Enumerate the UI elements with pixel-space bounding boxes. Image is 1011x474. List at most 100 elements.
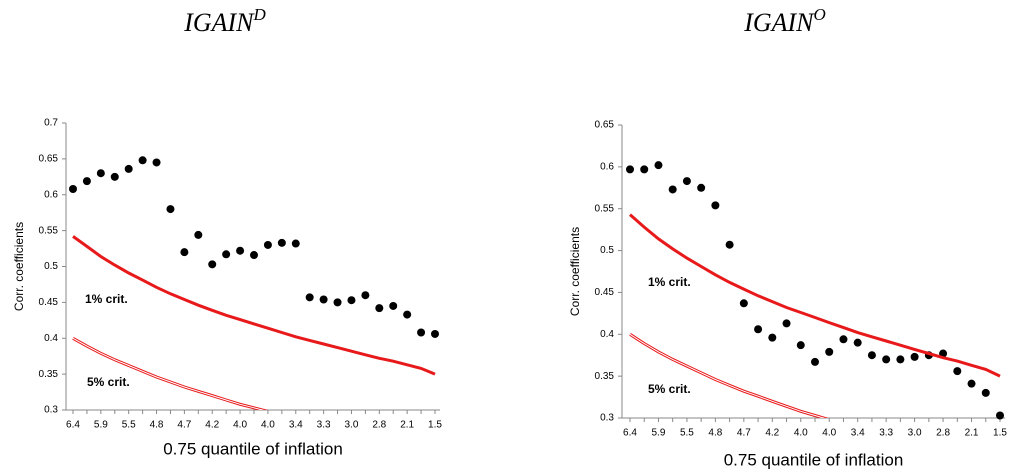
point [431, 329, 439, 338]
y-tick-label: 0.45 [39, 297, 59, 308]
y-axis-label: Corr. coefficients [568, 227, 582, 316]
x-tick-label: 5.9 [94, 420, 108, 431]
point [110, 172, 119, 181]
x-tick-label: 4.0 [233, 420, 247, 431]
point [208, 260, 217, 269]
point [82, 177, 91, 186]
y-tick-label: 0.45 [595, 287, 615, 298]
crit-line-group [72, 336, 269, 410]
y-tick-label: 0.35 [39, 369, 59, 380]
x-tick-label: 2.1 [400, 420, 414, 431]
x-tick-label: 4.8 [708, 428, 722, 439]
point [682, 177, 691, 186]
point [96, 169, 105, 178]
x-axis-label: 0.75 quantile of inflation [163, 439, 343, 458]
point [166, 205, 175, 214]
y-tick-label: 0.3 [44, 405, 58, 416]
x-tick-label: 3.4 [851, 428, 865, 439]
title-superscript: O [814, 5, 826, 24]
point [739, 299, 748, 308]
point [180, 248, 189, 257]
x-tick-label: 3.0 [345, 420, 359, 431]
point [811, 357, 819, 366]
point [319, 295, 328, 304]
point [250, 251, 258, 260]
crit-line-inner [72, 337, 265, 410]
x-tick-label: 4.0 [261, 420, 275, 431]
y-tick-label: 0.5 [600, 245, 614, 256]
point [138, 156, 147, 165]
y-tick-label: 0.3 [600, 413, 614, 424]
crit-label: 5% crit. [648, 382, 691, 396]
y-tick-label: 0.55 [39, 225, 59, 236]
y-tick-label: 0.5 [44, 261, 58, 272]
x-tick-label: 5.5 [122, 420, 136, 431]
point [417, 328, 426, 337]
point [389, 301, 398, 310]
crit-line-group [629, 213, 1001, 378]
point [654, 161, 663, 170]
y-tick-label: 0.55 [595, 203, 615, 214]
x-tick-label: 3.3 [879, 428, 893, 439]
x-tick-label: 4.2 [765, 428, 779, 439]
point [222, 250, 231, 259]
x-tick-label: 3.4 [289, 420, 303, 431]
point [668, 185, 677, 194]
x-tick-label: 4.0 [822, 428, 836, 439]
y-tick-label: 0.65 [39, 154, 59, 165]
chart-title: IGAINO [743, 5, 826, 37]
point [967, 379, 976, 388]
y-tick-label: 0.4 [44, 333, 58, 344]
y-tick-label: 0.7 [44, 118, 58, 129]
x-tick-label: 4.2 [205, 420, 219, 431]
crit-line-group [72, 235, 436, 376]
chart-title: IGAIND [183, 5, 266, 37]
y-tick-label: 0.6 [600, 161, 614, 172]
y-tick-label: 0.4 [600, 329, 614, 340]
point [782, 319, 791, 328]
point [754, 325, 763, 334]
x-tick-label: 3.0 [908, 428, 922, 439]
point [263, 240, 272, 249]
x-tick-label: 5.5 [680, 428, 694, 439]
x-tick-label: 5.9 [652, 428, 666, 439]
x-tick-label: 4.0 [794, 428, 808, 439]
point [768, 333, 777, 342]
point [882, 355, 891, 364]
x-tick-label: 4.7 [737, 428, 751, 439]
point [640, 165, 649, 174]
chart: IGAIND 0.3 0.35 0.4 0.45 0.5 0.55 0.6 0.65 0.7 6.4… [12, 5, 442, 459]
point [697, 183, 706, 192]
y-tick-label: 0.65 [595, 120, 615, 131]
point [939, 349, 948, 358]
point [333, 298, 342, 307]
crit-line [72, 235, 436, 376]
crit-line-group [629, 333, 829, 418]
point [867, 351, 876, 360]
point [305, 293, 314, 302]
point [910, 352, 919, 361]
x-tick-label: 2.8 [372, 420, 386, 431]
point [825, 347, 834, 356]
point [896, 355, 905, 364]
crit-line-inner [629, 333, 826, 418]
point [403, 310, 412, 319]
x-tick-label: 4.8 [150, 420, 164, 431]
point [124, 164, 133, 173]
chart: IGAINO 0.3 0.35 0.4 0.45 0.5 0.55 0.6 0.65 6.4 5.9… [568, 5, 1007, 470]
point [953, 367, 962, 376]
title-text: IGAIN [743, 8, 815, 37]
point [796, 341, 805, 350]
point [839, 335, 848, 344]
x-axis-label: 0.75 quantile of inflation [724, 450, 904, 469]
crit-label: 5% crit. [87, 375, 130, 389]
point [361, 291, 370, 300]
point [277, 238, 286, 247]
y-axis-label: Corr. coefficients [12, 222, 26, 311]
x-tick-label: 2.1 [965, 428, 979, 439]
x-tick-label: 6.4 [623, 428, 637, 439]
point [725, 240, 734, 249]
point [375, 304, 384, 313]
title-text: IGAIN [183, 8, 255, 37]
